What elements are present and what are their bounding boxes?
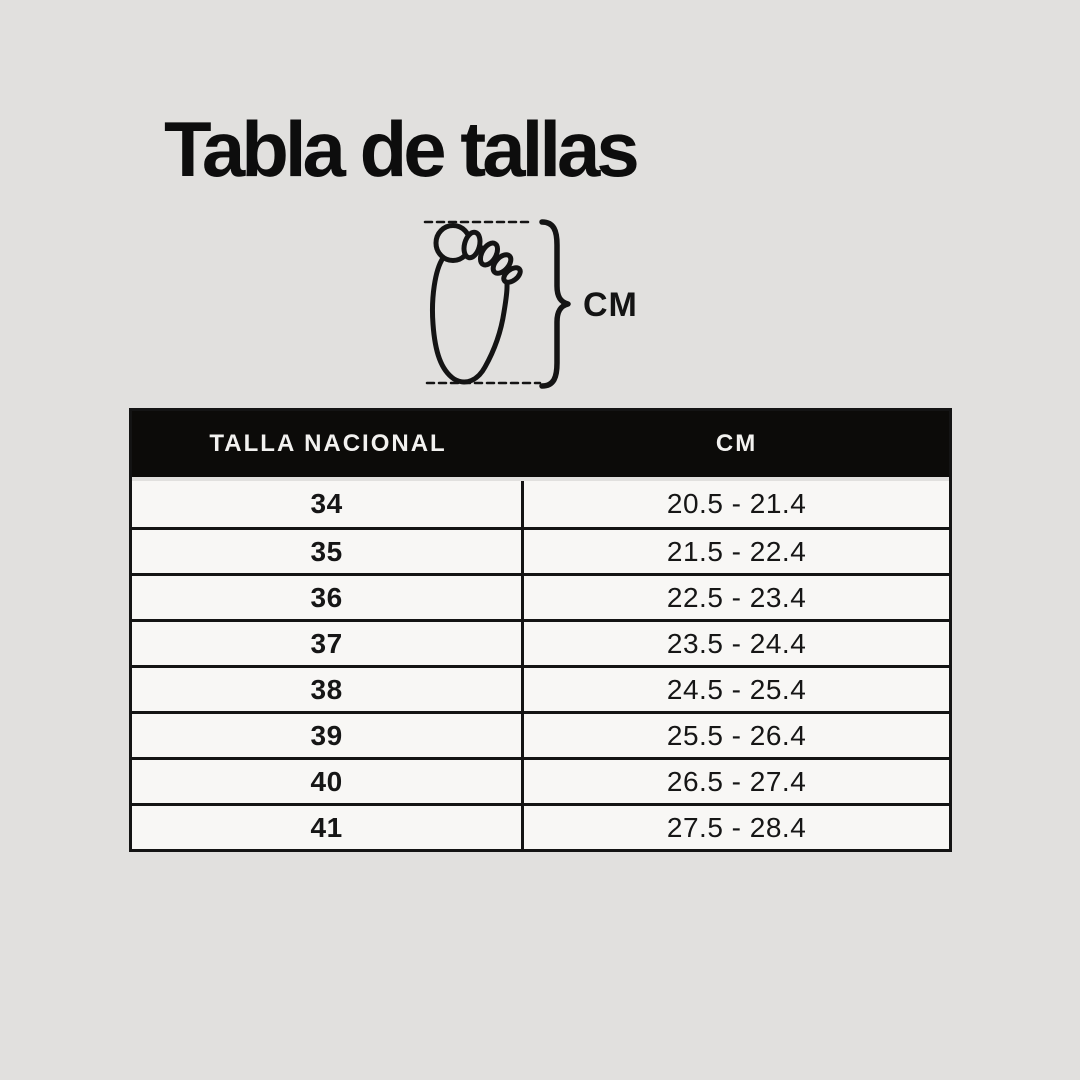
size-value: 37 xyxy=(132,622,525,665)
table-body: 34 20.5 - 21.4 35 21.5 - 22.4 36 22.5 - … xyxy=(132,481,949,849)
size-table: TALLA NACIONAL CM 34 20.5 - 21.4 35 21.5… xyxy=(129,408,952,852)
cm-range-value: 24.5 - 25.4 xyxy=(666,673,807,705)
page-title: Tabla de tallas xyxy=(164,105,640,193)
table-row: 34 20.5 - 21.4 xyxy=(132,481,949,527)
toe-4 xyxy=(490,252,514,276)
size-value: 39 xyxy=(132,714,525,757)
size-value: 38 xyxy=(132,668,525,711)
table-row: 38 24.5 - 25.4 xyxy=(132,665,949,711)
toe-3 xyxy=(477,240,501,268)
size-value: 40 xyxy=(132,760,525,803)
table-header-row: TALLA NACIONAL CM xyxy=(132,411,949,477)
toe-2 xyxy=(461,229,483,261)
table-row: 37 23.5 - 24.4 xyxy=(132,619,949,665)
table-row: 41 27.5 - 28.4 xyxy=(132,803,949,849)
size-value: 36 xyxy=(132,576,525,619)
cm-range-value: 26.5 - 27.4 xyxy=(666,765,807,797)
unit-label: CM xyxy=(583,286,638,324)
cm-range-value: 25.5 - 26.4 xyxy=(666,719,807,751)
cm-range-value: 27.5 - 28.4 xyxy=(666,811,807,843)
table-row: 40 26.5 - 27.4 xyxy=(132,757,949,803)
table-row: 39 25.5 - 26.4 xyxy=(132,711,949,757)
foot-measurement-diagram xyxy=(410,206,660,390)
measure-brace xyxy=(539,219,571,389)
cm-range-value: 20.5 - 21.4 xyxy=(666,488,807,519)
cm-range-value: 22.5 - 23.4 xyxy=(666,581,807,613)
cm-range-value: 21.5 - 22.4 xyxy=(666,535,807,567)
size-value: 41 xyxy=(132,806,525,849)
size-value: 35 xyxy=(132,530,525,573)
column-header-cm: CM xyxy=(715,430,758,457)
header-body-divider xyxy=(132,477,949,481)
size-value: 34 xyxy=(132,481,525,527)
table-row: 35 21.5 - 22.4 xyxy=(132,527,949,573)
cm-range-value: 23.5 - 24.4 xyxy=(666,627,807,659)
toe-5 xyxy=(501,265,523,285)
foot-illustration xyxy=(423,219,571,389)
table-row: 36 22.5 - 23.4 xyxy=(132,573,949,619)
column-header-talla-nacional: TALLA NACIONAL xyxy=(209,430,447,457)
